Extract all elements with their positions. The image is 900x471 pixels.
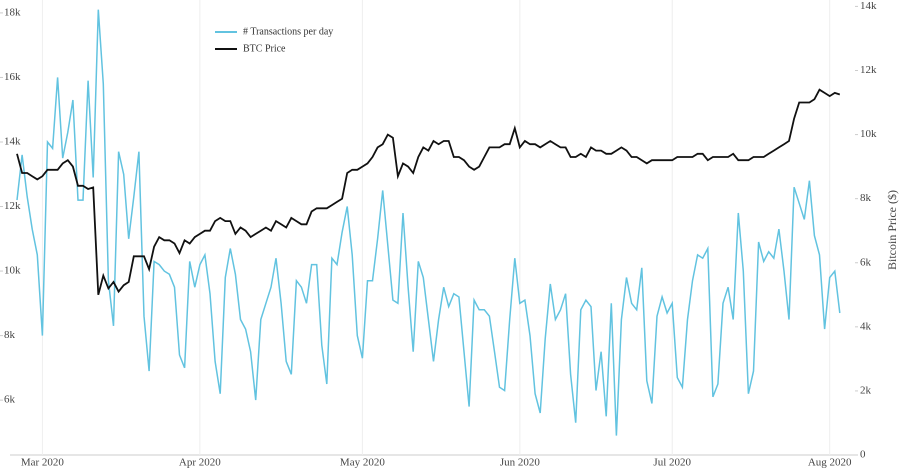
legend-label: # Transactions per day [243, 26, 333, 37]
y2-tick-label: 14k [860, 0, 877, 12]
y-tick-label: 10k [4, 265, 21, 277]
x-tick-label: Mar 2020 [21, 457, 65, 469]
y2-tick-label: 4k [860, 320, 872, 332]
y-tick-label: 6k [4, 394, 16, 406]
x-tick-label: May 2020 [340, 457, 385, 469]
y2-tick-label: 0 [860, 449, 866, 461]
y-tick-label: 18k [4, 6, 21, 18]
x-tick-label: Apr 2020 [179, 457, 221, 469]
series-line [16, 9, 841, 436]
y-tick-label: 8k [4, 329, 16, 341]
legend-label: BTC Price [243, 43, 286, 54]
y-tick-label: 16k [4, 71, 21, 83]
x-tick-label: Jun 2020 [500, 457, 541, 469]
legend: # Transactions per day BTC Price [215, 26, 333, 54]
series-line [16, 88, 841, 296]
y2-tick-label: 2k [860, 384, 872, 396]
y2-axis-label: Bitcoin Price ($) [885, 190, 899, 270]
y-tick-label: 12k [4, 200, 21, 212]
y-tick-label: 14k [4, 136, 21, 148]
y2-tick-label: 8k [860, 192, 872, 204]
y2-tick-label: 6k [860, 256, 872, 268]
x-tick-label: Aug 2020 [808, 457, 852, 469]
y2-tick-label: 12k [860, 64, 877, 76]
y2-tick-label: 10k [860, 128, 877, 140]
x-tick-label: Jul 2020 [653, 457, 691, 469]
